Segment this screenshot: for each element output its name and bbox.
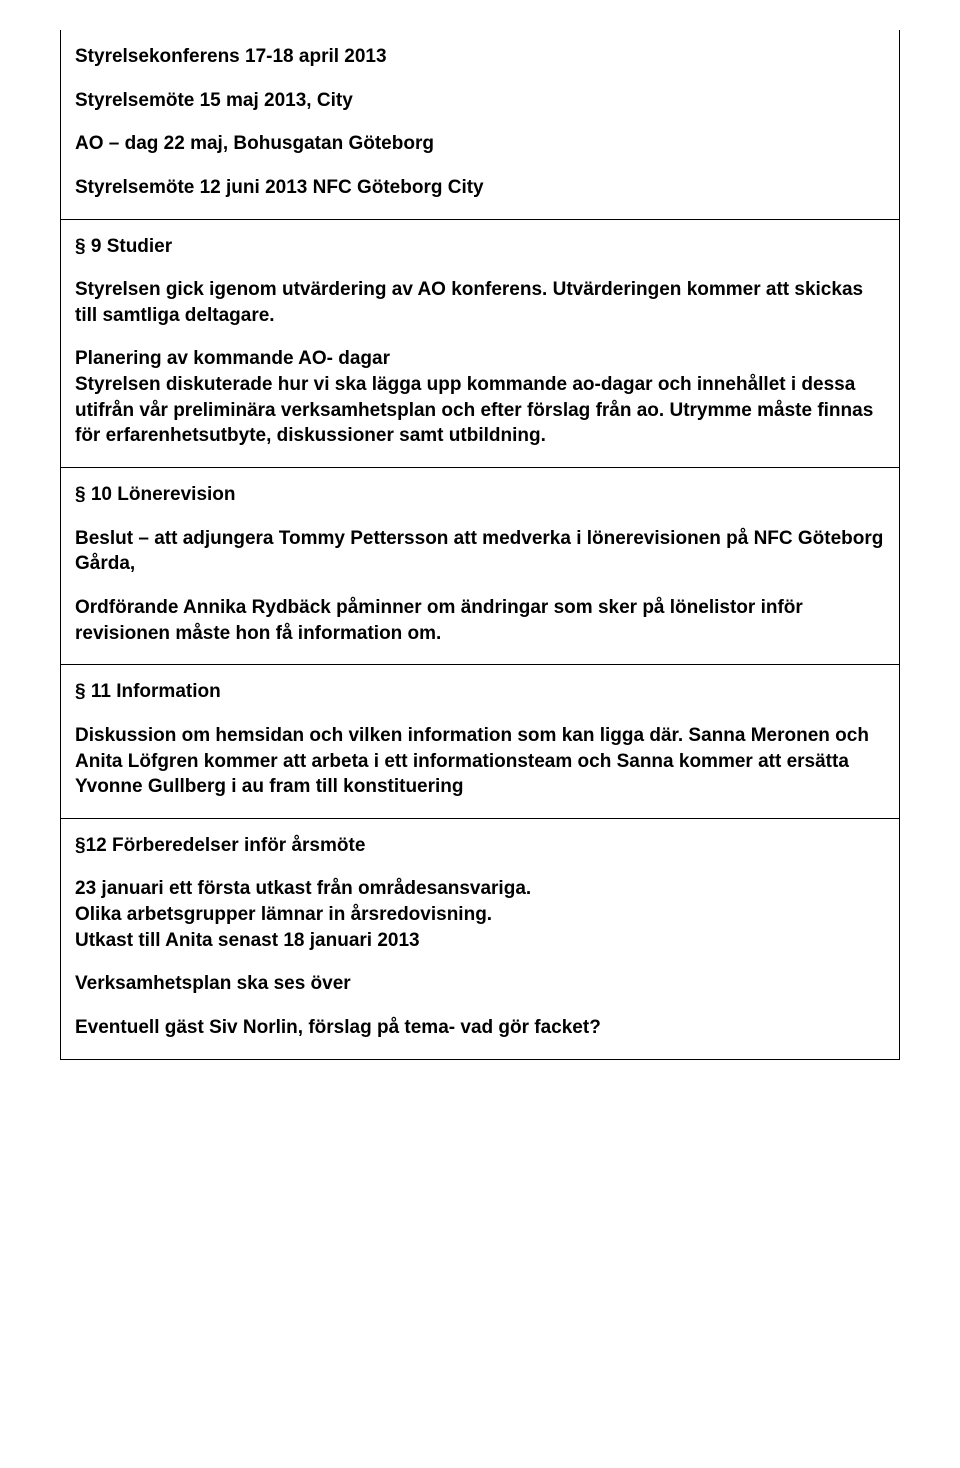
text: AO – dag 22 maj, Bohusgatan Göteborg [75,131,885,157]
text: Styrelsen gick igenom utvärdering av AO … [75,277,885,328]
text: Styrelsen diskuterade hur vi ska lägga u… [75,372,885,449]
text: Styrelsemöte 12 juni 2013 NFC Göteborg C… [75,175,885,201]
text: 23 januari ett första utkast från område… [75,876,885,902]
text: Diskussion om hemsidan och vilken inform… [75,723,885,800]
text: Styrelsemöte 15 maj 2013, City [75,88,885,114]
text: Styrelsekonferens 17-18 april 2013 [75,44,885,70]
text: Olika arbetsgrupper lämnar in årsredovis… [75,902,885,928]
text: Ordförande Annika Rydbäck påminner om än… [75,595,885,646]
cell-section-12: §12 Förberedelser inför årsmöte 23 janua… [61,818,900,1059]
cell-section-9: § 9 Studier Styrelsen gick igenom utvärd… [61,219,900,467]
section-heading: §12 Förberedelser inför årsmöte [75,833,885,859]
text: Planering av kommande AO- dagar [75,346,885,372]
document-table: Styrelsekonferens 17-18 april 2013 Styre… [60,30,900,1060]
cell-section-10: § 10 Lönerevision Beslut – att adjungera… [61,468,900,665]
section-heading: § 9 Studier [75,234,885,260]
cell-section-11: § 11 Information Diskussion om hemsidan … [61,665,900,819]
section-heading: § 10 Lönerevision [75,482,885,508]
text: Eventuell gäst Siv Norlin, förslag på te… [75,1015,885,1041]
text: Beslut – att adjungera Tommy Pettersson … [75,526,885,577]
cell-schedule: Styrelsekonferens 17-18 april 2013 Styre… [61,30,900,219]
text: Utkast till Anita senast 18 januari 2013 [75,928,885,954]
text: Verksamhetsplan ska ses över [75,971,885,997]
section-heading: § 11 Information [75,679,885,705]
